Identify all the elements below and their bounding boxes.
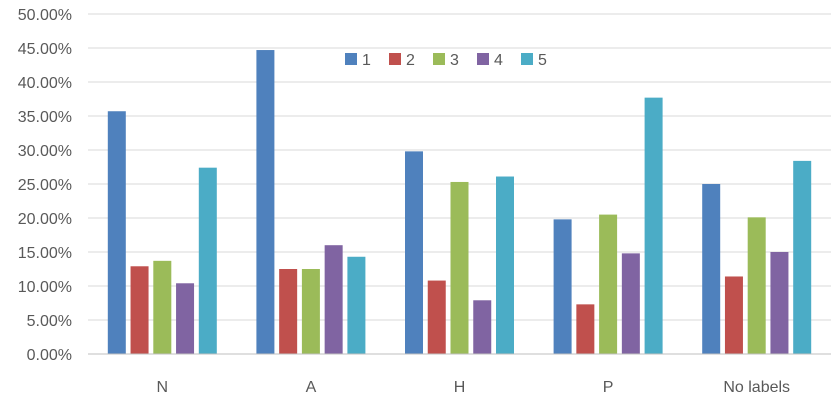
legend-label-3: 3 bbox=[450, 52, 459, 69]
bar-series-1-h bbox=[405, 151, 423, 354]
legend-swatch-3 bbox=[433, 53, 445, 65]
y-tick-label: 20.00% bbox=[18, 211, 72, 228]
legend-label-5: 5 bbox=[538, 52, 547, 69]
y-tick-label: 35.00% bbox=[18, 109, 72, 126]
bar-series-5-a bbox=[347, 256, 366, 354]
bar-series-3-a bbox=[301, 269, 320, 354]
bar-series-4-h bbox=[473, 300, 492, 354]
bar-series-5-p bbox=[644, 97, 663, 354]
y-tick-label: 25.00% bbox=[18, 177, 72, 194]
legend-label-1: 1 bbox=[362, 52, 371, 69]
y-tick-label: 10.00% bbox=[18, 279, 72, 296]
bar-series-4-no-labels bbox=[770, 252, 789, 354]
y-tick-label: 40.00% bbox=[18, 75, 72, 92]
bar-series-2-a bbox=[279, 269, 298, 354]
x-category-label: N bbox=[157, 379, 169, 396]
bar-series-2-no-labels bbox=[724, 276, 743, 354]
bar-series-3-p bbox=[599, 214, 618, 354]
x-category-label: H bbox=[454, 379, 466, 396]
bar-series-2-n bbox=[130, 266, 149, 354]
bar-series-1-a bbox=[256, 50, 275, 354]
bar-series-1-p bbox=[553, 219, 572, 354]
x-category-label: No labels bbox=[723, 379, 790, 396]
bar-series-1-n bbox=[107, 111, 126, 355]
y-tick-label: 15.00% bbox=[18, 245, 72, 262]
bars bbox=[107, 50, 812, 355]
bar-series-5-no-labels bbox=[793, 160, 812, 354]
x-category-label: P bbox=[603, 379, 614, 396]
legend-swatch-5 bbox=[521, 53, 533, 65]
legend-label-4: 4 bbox=[494, 52, 503, 69]
legend: 1 2 3 4 5 bbox=[345, 52, 547, 69]
bar-series-4-p bbox=[621, 253, 640, 354]
legend-swatch-2 bbox=[389, 53, 401, 65]
y-axis-tick-labels: 0.00% 5.00% 10.00% 15.00% 20.00% 25.00% 30.00%… bbox=[18, 7, 72, 364]
legend-swatch-1 bbox=[345, 53, 357, 65]
bar-series-4-n bbox=[176, 283, 195, 354]
bar-series-1-no-labels bbox=[702, 184, 721, 354]
y-tick-label: 45.00% bbox=[18, 41, 72, 58]
y-tick-label: 50.00% bbox=[18, 7, 72, 24]
y-tick-label: 5.00% bbox=[27, 313, 72, 330]
legend-swatch-4 bbox=[477, 53, 489, 65]
y-tick-label: 30.00% bbox=[18, 143, 72, 160]
y-tick-label: 0.00% bbox=[27, 347, 72, 364]
bar-series-3-h bbox=[450, 181, 469, 354]
legend-label-2: 2 bbox=[406, 52, 415, 69]
x-category-label: A bbox=[306, 379, 317, 396]
bar-series-2-h bbox=[427, 280, 446, 354]
bar-series-3-n bbox=[153, 260, 172, 354]
x-axis-category-labels: N A H P No labels bbox=[157, 379, 791, 396]
bar-series-2-p bbox=[576, 304, 595, 354]
bar-series-5-h bbox=[496, 176, 514, 354]
bar-series-4-a bbox=[324, 245, 343, 354]
bar-series-5-n bbox=[198, 167, 217, 354]
bar-series-3-no-labels bbox=[747, 217, 766, 354]
